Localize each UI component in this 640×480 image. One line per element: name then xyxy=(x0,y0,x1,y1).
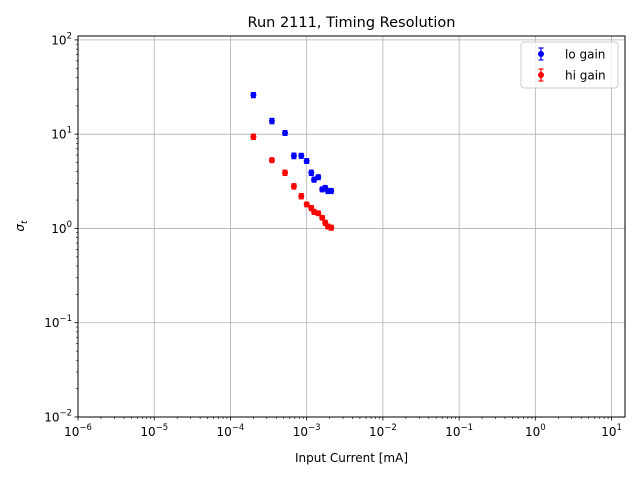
x-tick-label: 10−4 xyxy=(217,423,245,439)
data-point xyxy=(268,157,275,164)
x-tick-label: 10−2 xyxy=(369,423,397,439)
legend-box xyxy=(520,41,619,89)
data-point xyxy=(303,201,310,208)
y-tick-label: 10−2 xyxy=(44,409,72,425)
legend: lo gain hi gain xyxy=(520,41,619,89)
x-tick-label: 10−5 xyxy=(140,423,168,439)
data-point xyxy=(315,210,322,217)
x-tick-label: 10−6 xyxy=(64,423,92,439)
data-series xyxy=(250,92,335,231)
legend-marker xyxy=(538,72,544,78)
data-point xyxy=(250,133,257,140)
data-point xyxy=(290,183,297,190)
y-tick-label: 100 xyxy=(51,220,72,236)
x-tick-label: 101 xyxy=(601,423,622,439)
legend-label: lo gain xyxy=(565,48,605,62)
y-tick-label: 101 xyxy=(51,126,72,142)
chart-title: Run 2111, Timing Resolution xyxy=(248,15,456,31)
y-tick-label: 102 xyxy=(51,31,72,47)
x-tick-label: 100 xyxy=(525,423,546,439)
series-hi-gain xyxy=(250,133,335,231)
data-point xyxy=(268,117,275,124)
tick-labels: 10−6 10−5 10−4 10−3 10−2 10−1 100 101 10−2 10−1 10… xyxy=(44,31,622,439)
data-point xyxy=(250,92,257,99)
data-point xyxy=(308,169,315,176)
y-axis-label: σt xyxy=(13,220,30,232)
data-point xyxy=(303,157,310,164)
major-ticks xyxy=(74,39,612,421)
legend-label: hi gain xyxy=(565,69,606,83)
plot-frame xyxy=(77,35,626,418)
data-point xyxy=(298,193,305,200)
x-axis-label: Input Current [mA] xyxy=(295,451,408,465)
data-point xyxy=(315,174,322,181)
data-point xyxy=(328,187,335,194)
y-tick-label: 10−1 xyxy=(44,314,72,330)
data-point xyxy=(290,152,297,159)
data-point xyxy=(282,129,289,136)
legend-marker xyxy=(538,51,544,57)
data-point xyxy=(298,152,305,159)
data-point xyxy=(319,214,326,221)
data-point xyxy=(328,224,335,231)
legend-entries: lo gain hi gain xyxy=(538,47,606,83)
x-tick-label: 10−1 xyxy=(445,423,473,439)
x-tick-label: 10−3 xyxy=(293,423,321,439)
series-lo-gain xyxy=(250,92,335,195)
data-point xyxy=(282,169,289,176)
